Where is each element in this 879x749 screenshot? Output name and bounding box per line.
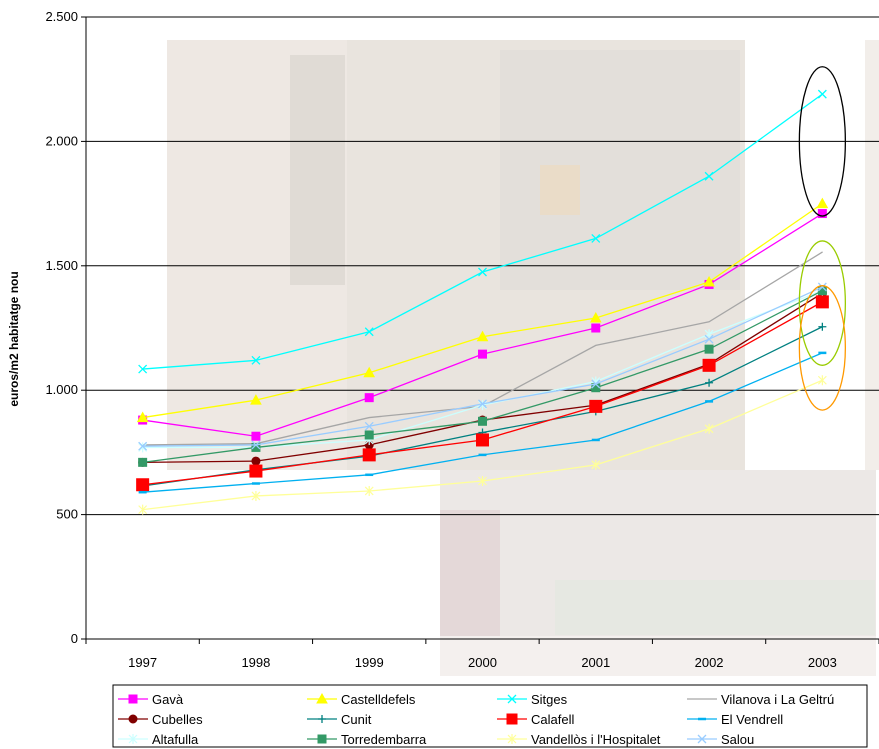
x-tick-label: 2000	[468, 655, 497, 670]
legend-label: Altafulla	[152, 732, 199, 747]
data-point	[137, 479, 149, 491]
legend-label: Torredembarra	[341, 732, 427, 747]
data-point	[363, 449, 375, 461]
legend-label: Cubelles	[152, 712, 203, 727]
y-tick-label: 2.500	[45, 9, 78, 24]
x-tick-label: 1997	[128, 655, 157, 670]
legend-label: El Vendrell	[721, 712, 783, 727]
data-point	[477, 434, 489, 446]
data-point	[702, 699, 703, 700]
y-axis-label: euros/m2 habitatge nou	[7, 271, 21, 406]
y-tick-label: 500	[56, 507, 78, 522]
legend-label: Sitges	[531, 692, 568, 707]
data-point	[479, 417, 487, 425]
data-point	[365, 431, 373, 439]
annotation-ellipses	[799, 67, 845, 410]
data-point	[369, 417, 370, 418]
y-axis-ticks: 0 500 1.000 1.500 2.000 2.500	[45, 9, 86, 646]
x-tick-label: 2002	[695, 655, 724, 670]
legend-label: Salou	[721, 732, 754, 747]
y-tick-label: 0	[71, 631, 78, 646]
data-point	[818, 90, 826, 98]
x-tick-label: 2001	[581, 655, 610, 670]
legend-label: Vandellòs i l'Hospitalet	[531, 732, 661, 747]
y-tick-label: 1.000	[45, 382, 78, 397]
data-point	[592, 324, 600, 332]
legend-label: Calafell	[531, 712, 574, 727]
data-point	[590, 400, 602, 412]
data-point	[595, 345, 596, 346]
data-point	[250, 465, 262, 477]
data-point	[129, 715, 137, 723]
legend-label: Gavà	[152, 692, 184, 707]
data-point	[479, 350, 487, 358]
data-point	[818, 323, 826, 331]
data-point	[252, 457, 260, 465]
data-point	[709, 321, 710, 322]
data-point	[507, 714, 517, 724]
x-tick-label: 1999	[355, 655, 384, 670]
data-point	[318, 735, 326, 743]
data-point	[365, 394, 373, 402]
data-point	[129, 695, 137, 703]
data-point	[818, 375, 826, 385]
y-tick-label: 2.000	[45, 133, 78, 148]
legend-label: Vilanova i La Geltrú	[721, 692, 834, 707]
data-point	[703, 359, 715, 371]
x-tick-label: 2003	[808, 655, 837, 670]
legend-label: Cunit	[341, 712, 372, 727]
x-tick-label: 1998	[241, 655, 270, 670]
y-tick-label: 1.500	[45, 258, 78, 273]
background-photo	[167, 40, 879, 676]
data-point	[816, 296, 828, 308]
legend-label: Castelldefels	[341, 692, 416, 707]
data-point	[252, 432, 260, 440]
data-point	[822, 252, 823, 253]
data-point	[705, 345, 713, 353]
data-point	[139, 458, 147, 466]
data-point	[817, 199, 827, 208]
legend: Gavà Castelldefels Sitges Vilanova i La Gel…	[113, 685, 867, 747]
